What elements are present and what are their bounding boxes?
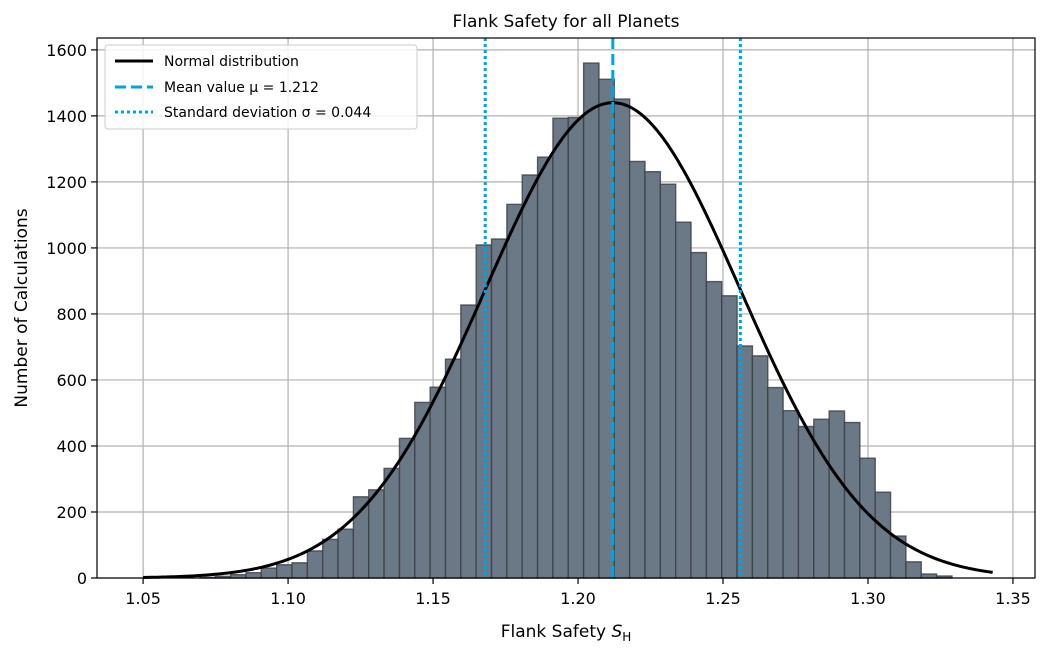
histogram-bar (582, 62, 600, 579)
histogram-bar (552, 117, 569, 579)
histogram-bars (199, 62, 953, 579)
x-axis-label-subscript: H (622, 630, 631, 644)
plot-frame (96, 37, 1036, 579)
y-tick-label: 1400 (46, 107, 87, 126)
histogram-bar (521, 174, 539, 579)
y-tick-label: 400 (56, 437, 87, 456)
histogram-bar (337, 528, 355, 579)
histogram-bar (613, 98, 631, 579)
histogram-bar (306, 550, 324, 579)
y-tick-label: 1600 (46, 41, 87, 60)
histogram-bar (905, 561, 922, 579)
histogram-bar (782, 409, 800, 579)
histogram-bar (721, 295, 738, 579)
x-axis-label-text: Flank Safety (501, 622, 612, 642)
histogram-bar (460, 304, 477, 579)
x-axis-label-symbol: S (611, 622, 622, 642)
histogram-bar (567, 116, 585, 579)
histogram-bar (506, 203, 523, 579)
histogram-bar (245, 572, 263, 579)
legend-label-normal: Normal distribution (164, 54, 299, 70)
chart-title: Flank Safety for all Planets (453, 12, 680, 32)
histogram-bar (659, 183, 677, 579)
normal-distribution-curve (143, 101, 993, 579)
histogram-bar (874, 491, 892, 579)
y-tick-label: 200 (56, 503, 87, 522)
histogram-bar (767, 386, 784, 579)
histogram-bar (490, 238, 508, 579)
x-tick-label: 1.15 (415, 589, 451, 608)
histogram-bar (291, 562, 309, 579)
x-tick-label: 1.20 (560, 589, 596, 608)
ticks: 1.05 1.10 1.15 1.20 1.25 1.30 1.35 0 200 400 600 80… (46, 41, 1030, 608)
legend-label-mean: Mean value μ = 1.212 (164, 80, 319, 96)
x-tick-label: 1.10 (270, 589, 306, 608)
histogram-bar (368, 489, 385, 579)
histogram-bar (429, 386, 447, 579)
histogram-bar (444, 358, 462, 579)
histogram-bar (797, 425, 815, 579)
y-tick-label: 1000 (46, 239, 87, 258)
histogram-bar (322, 538, 339, 579)
y-axis-label: Number of Calculations (12, 208, 32, 407)
histogram-bar (828, 410, 846, 579)
x-tick-label: 1.35 (995, 589, 1031, 608)
histogram-bar (275, 564, 293, 579)
x-tick-label: 1.30 (850, 589, 886, 608)
x-axis-label: Flank Safety SH (501, 622, 632, 644)
histogram-bar (260, 567, 278, 579)
histogram-bar (383, 467, 401, 579)
y-tick-label: 0 (77, 569, 87, 588)
overlay-lines (143, 38, 993, 579)
histogram-bar (628, 160, 646, 579)
histogram-bar (690, 251, 708, 579)
histogram-bar (536, 156, 554, 579)
histogram-bar (705, 280, 723, 579)
histogram-bar (751, 355, 769, 579)
histogram-bar (674, 221, 692, 579)
y-tick-label: 1200 (46, 173, 87, 192)
x-tick-label: 1.25 (705, 589, 741, 608)
legend-box (104, 44, 418, 130)
x-tick-label: 1.05 (125, 589, 161, 608)
histogram-bar (644, 170, 662, 579)
y-tick-label: 600 (56, 371, 87, 390)
legend-label-std: Standard deviation σ = 0.044 (164, 105, 371, 121)
legend: Normal distribution Mean value μ = 1.212… (104, 44, 418, 130)
y-tick-label: 800 (56, 305, 87, 324)
